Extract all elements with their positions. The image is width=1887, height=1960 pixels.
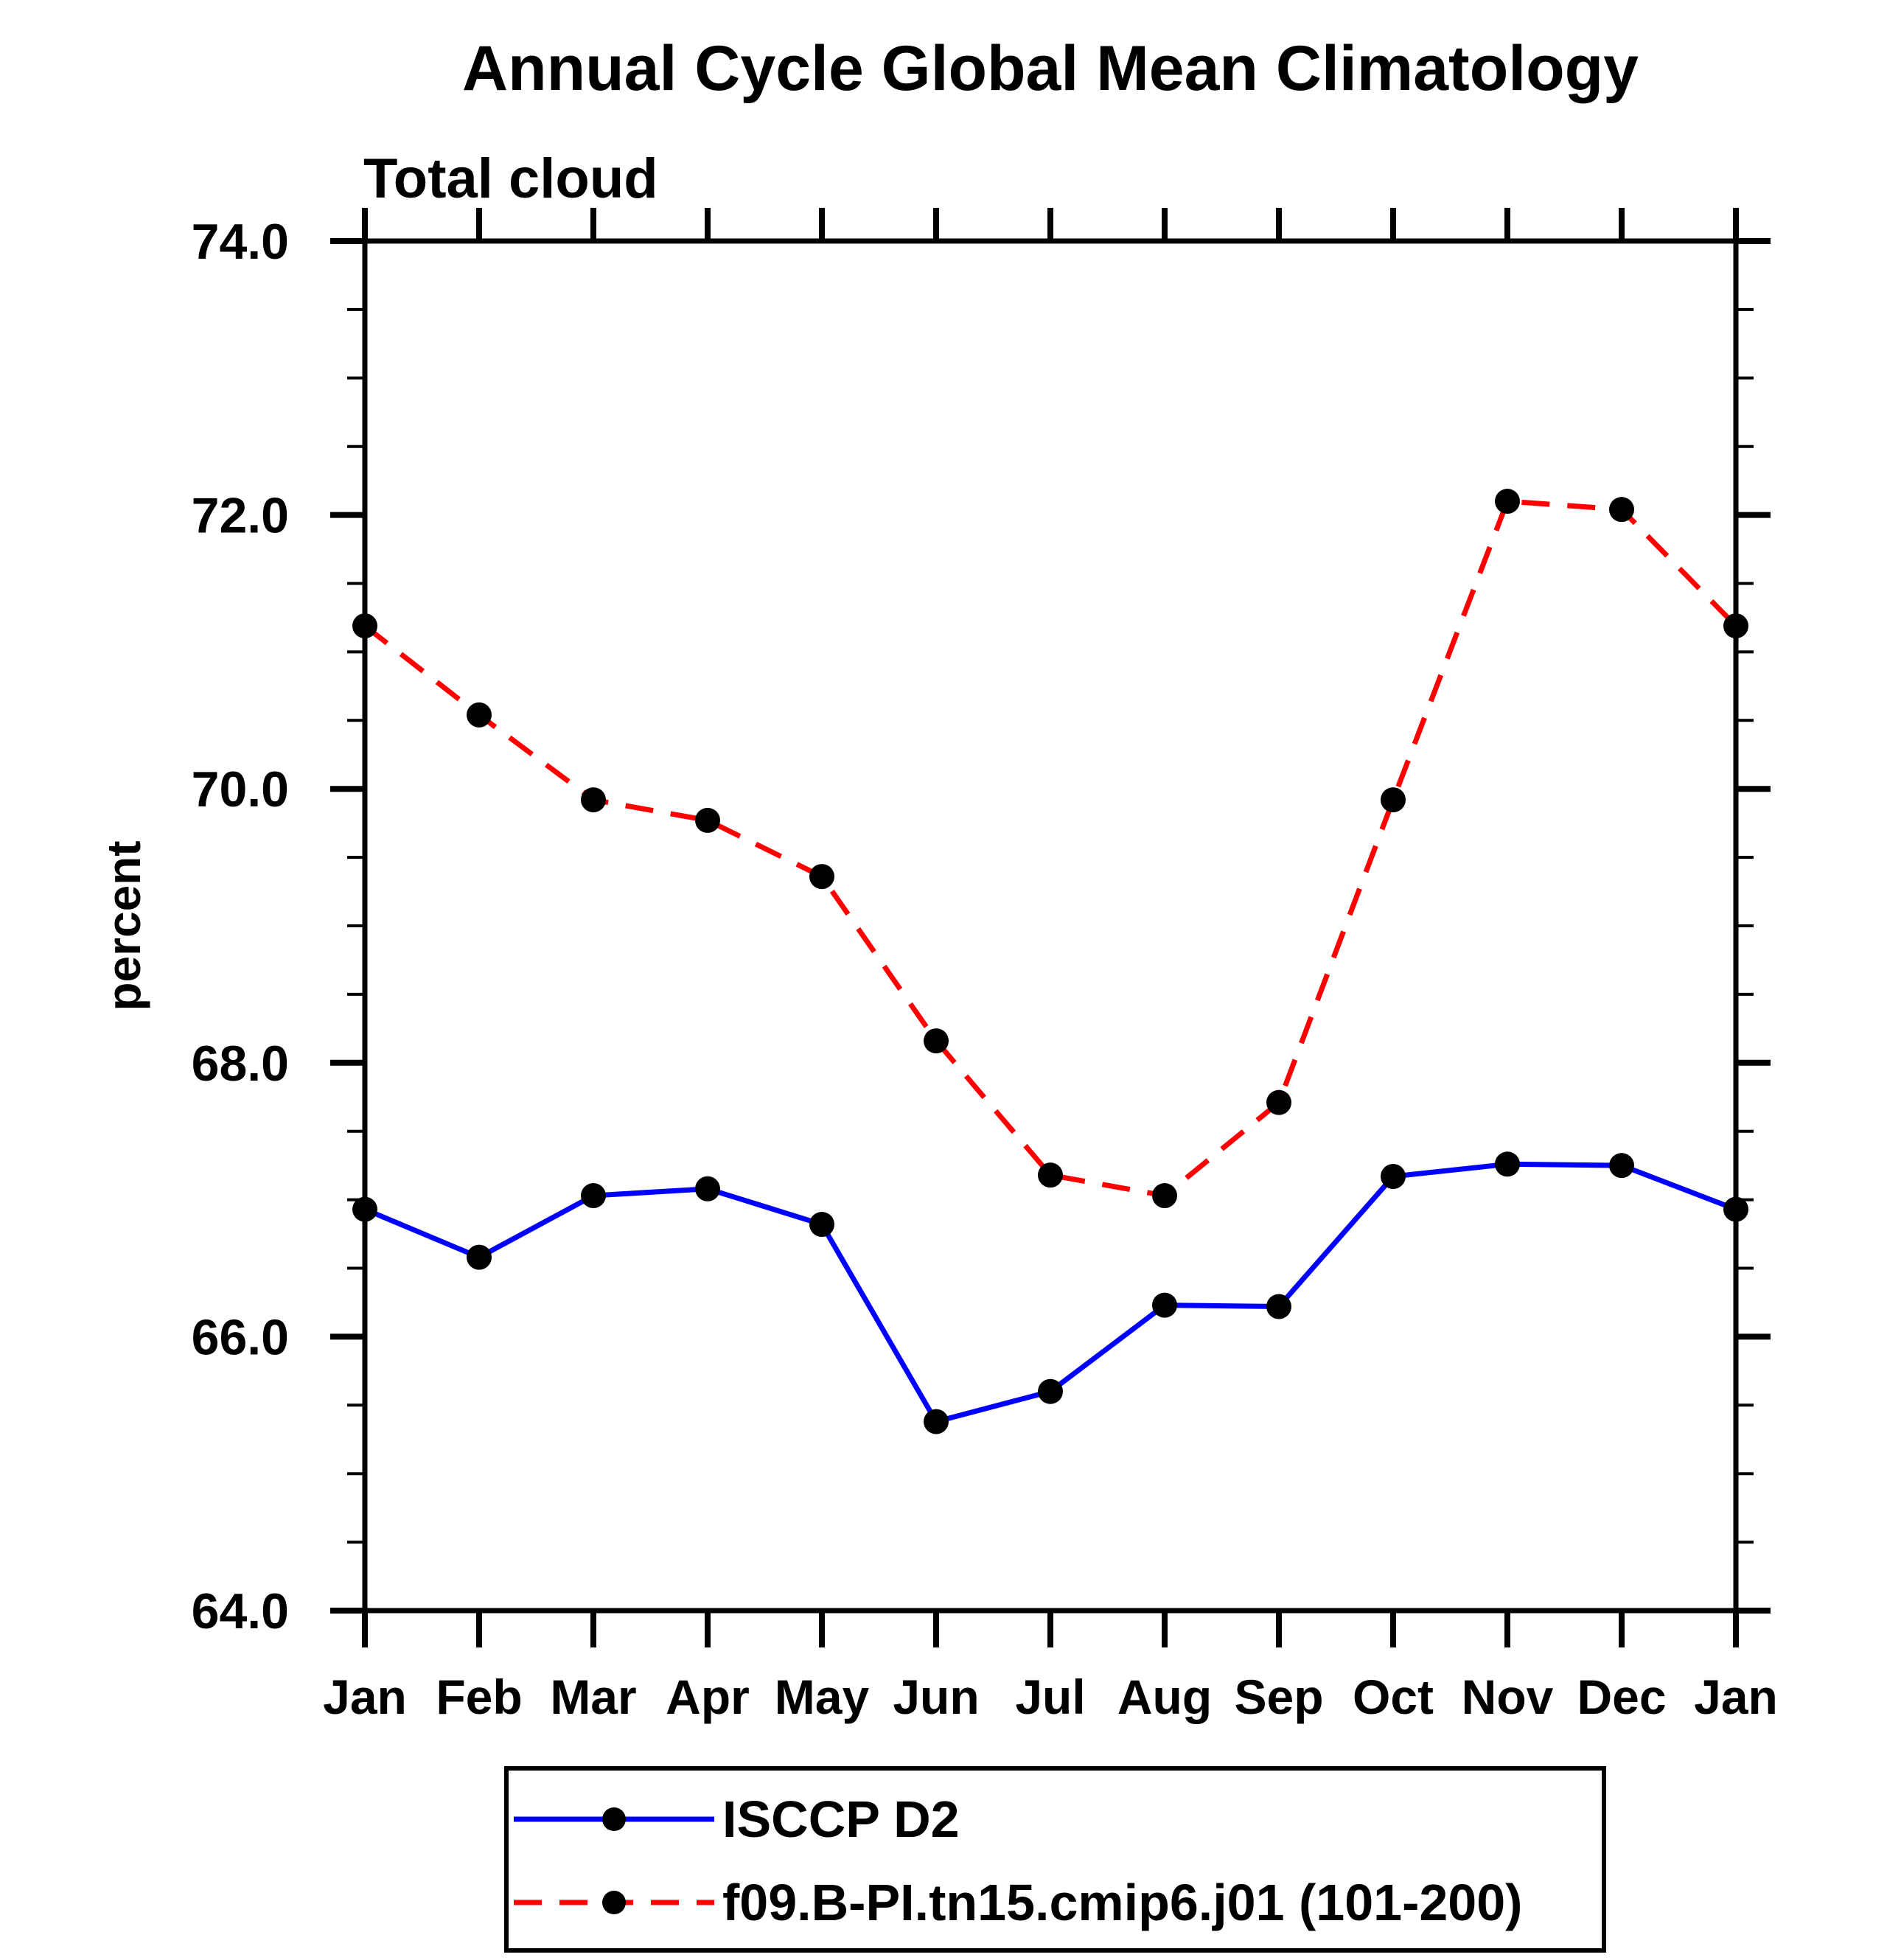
data-point-marker bbox=[581, 787, 606, 813]
x-month-label: Mar bbox=[550, 1670, 636, 1724]
legend-border bbox=[504, 1766, 1606, 1953]
x-month-label: Jul bbox=[1015, 1670, 1085, 1724]
data-point-marker bbox=[1266, 1294, 1291, 1319]
legend-marker-dot bbox=[602, 1807, 626, 1831]
data-point-marker bbox=[1266, 1089, 1291, 1115]
legend-label-isccp-d2: ISCCP D2 bbox=[722, 1790, 960, 1848]
legend-box: ISCCP D2 f09.B-PI.tn15.cmip6.j01 (101-20… bbox=[504, 1766, 1606, 1953]
series-layer bbox=[352, 489, 1748, 1434]
series-line-dashed bbox=[363, 498, 1738, 1199]
x-month-label: Dec bbox=[1577, 1670, 1666, 1724]
data-point-marker bbox=[467, 1244, 492, 1270]
data-point-marker bbox=[809, 1212, 834, 1238]
x-month-label: Jun bbox=[893, 1670, 979, 1724]
y-tick-label: 66.0 bbox=[192, 1309, 289, 1365]
data-point-marker bbox=[924, 1028, 949, 1054]
legend-entry-isccp-d2: ISCCP D2 bbox=[514, 1790, 960, 1848]
x-month-label: Aug bbox=[1117, 1670, 1212, 1724]
data-point-marker bbox=[1381, 1164, 1406, 1190]
x-month-label: Apr bbox=[666, 1670, 750, 1724]
y-tick-label: 72.0 bbox=[192, 488, 289, 544]
data-point-marker bbox=[924, 1409, 949, 1434]
data-point-marker bbox=[1038, 1378, 1063, 1404]
chart-subtitle: Total cloud bbox=[363, 147, 658, 210]
legend-label-model-run: f09.B-PI.tn15.cmip6.j01 (101-200) bbox=[722, 1874, 1522, 1931]
x-month-label: Sep bbox=[1234, 1670, 1323, 1724]
data-point-marker bbox=[581, 1183, 606, 1209]
x-month-label: Jan bbox=[323, 1670, 407, 1724]
data-point-marker bbox=[1381, 787, 1406, 813]
x-month-label: Jan bbox=[1694, 1670, 1778, 1724]
y-axis-label: percent bbox=[97, 840, 150, 1011]
data-point-marker bbox=[1152, 1292, 1177, 1318]
data-point-marker bbox=[467, 702, 492, 728]
data-point-marker bbox=[1495, 1151, 1520, 1177]
y-tick-label: 70.0 bbox=[192, 761, 289, 817]
y-tick-label: 74.0 bbox=[192, 214, 289, 270]
data-point-marker bbox=[695, 807, 720, 833]
y-tick-labels-layer: 74.0 72.0 70.0 68.0 66.0 64.0 bbox=[192, 214, 289, 1639]
x-month-labels-layer: Jan Feb Mar Apr May Jun Jul Aug Sep Oct Nov Dec Jan bbox=[323, 1670, 1778, 1724]
data-point-marker bbox=[1038, 1162, 1063, 1188]
x-month-label: Nov bbox=[1462, 1670, 1554, 1724]
data-point-marker bbox=[1609, 1153, 1634, 1179]
data-point-marker bbox=[1152, 1183, 1177, 1209]
data-point-marker bbox=[695, 1176, 720, 1202]
x-month-label: Feb bbox=[436, 1670, 522, 1724]
x-month-label: May bbox=[775, 1670, 870, 1724]
y-tick-label: 68.0 bbox=[192, 1036, 289, 1092]
x-month-label: Oct bbox=[1353, 1670, 1434, 1724]
data-point-marker bbox=[809, 864, 834, 890]
chart-title: Annual Cycle Global Mean Climatology bbox=[462, 33, 1639, 104]
y-tick-label: 64.0 bbox=[192, 1583, 289, 1639]
data-point-marker bbox=[1495, 489, 1520, 515]
legend-marker-dot bbox=[602, 1891, 626, 1914]
data-point-marker bbox=[1609, 497, 1634, 523]
legend-entry-model-run: f09.B-PI.tn15.cmip6.j01 (101-200) bbox=[514, 1874, 1522, 1931]
plot-frame bbox=[362, 238, 1739, 1614]
axis-ticks-layer bbox=[330, 208, 1771, 1647]
